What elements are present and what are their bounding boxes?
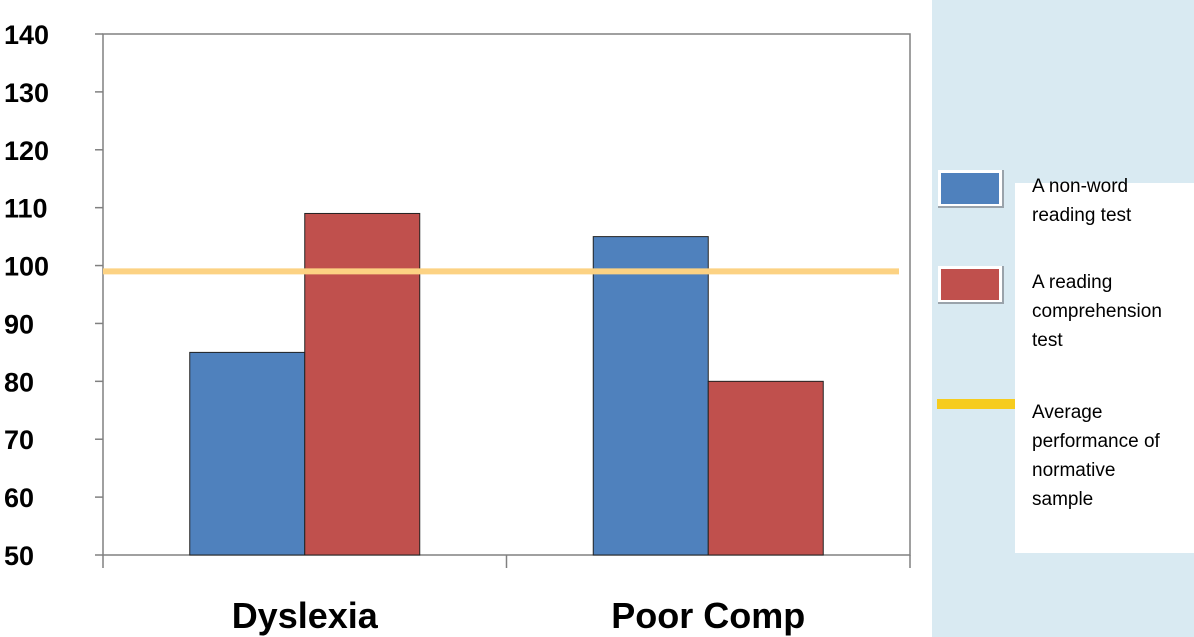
bar-nonword-1 [592, 236, 709, 556]
bar-comprehension-0 [304, 212, 421, 556]
legend-swatch-nonword [938, 170, 1004, 208]
y-axis: 50 60 70 80 90 100 110 120 130 140 [4, 20, 103, 571]
x-axis: Dyslexia Poor Comp [102, 555, 911, 636]
legend-label-line: normative [1032, 460, 1116, 481]
legend-box [1015, 183, 1194, 553]
legend-label-line: comprehension [1032, 301, 1162, 322]
y-tick-label: 70 [4, 425, 34, 455]
y-tick-label: 90 [4, 309, 34, 339]
bar-nonword-0 [189, 351, 306, 556]
legend-label-line: Average [1032, 402, 1103, 423]
bars [189, 212, 824, 556]
y-tick-label: 60 [4, 483, 34, 513]
legend-label-line: sample [1032, 489, 1094, 510]
legend-swatch-fill-nonword [941, 173, 999, 204]
legend-label-average: Average performance of normative sample [1032, 398, 1192, 514]
y-tick-label: 50 [4, 541, 34, 571]
legend-label-line: performance of [1032, 431, 1160, 452]
y-tick-label: 100 [4, 252, 49, 282]
y-tick-label: 110 [4, 194, 48, 224]
y-tick-label: 120 [4, 136, 49, 166]
bar-comprehension-1 [707, 380, 824, 556]
legend-swatch-comprehension [938, 266, 1004, 304]
legend-label-line: A reading [1032, 272, 1113, 293]
legend-label-nonword: A non-word reading test [1032, 172, 1192, 230]
y-tick-label: 80 [4, 367, 34, 397]
legend-label-line: test [1032, 330, 1063, 351]
y-tick-label: 140 [4, 20, 49, 50]
x-category-label: Poor Comp [611, 595, 805, 636]
legend-swatch-fill-comprehension [941, 269, 999, 300]
chart: 50 60 70 80 90 100 110 120 130 140 Dyslexia Poor C… [4, 20, 911, 636]
legend-line-average [937, 399, 1015, 409]
legend-label-line: A non-word [1032, 176, 1129, 197]
x-category-label: Dyslexia [232, 595, 379, 636]
legend-label-line: reading test [1032, 205, 1132, 226]
legend-label-comprehension: A reading comprehension test [1032, 268, 1192, 355]
y-tick-label: 130 [4, 78, 49, 108]
